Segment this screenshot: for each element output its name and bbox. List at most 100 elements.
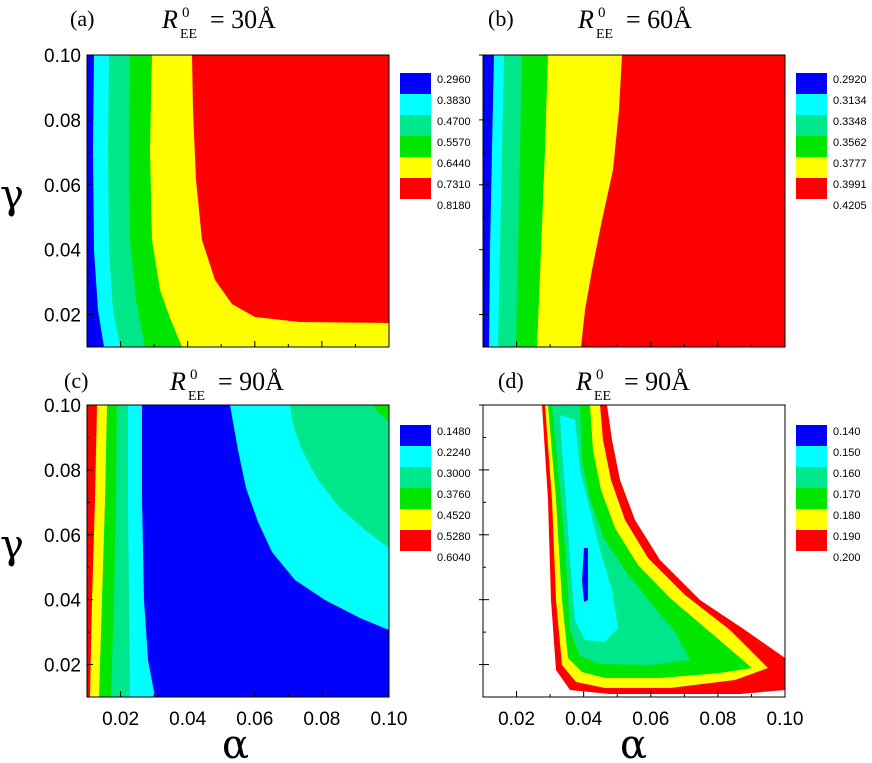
panel-b bbox=[482, 54, 786, 348]
panel-b-colorbar-label: 0.3991 bbox=[833, 179, 867, 191]
panel-d-xtick-label: 0.08 bbox=[699, 709, 736, 730]
panel-c-frame bbox=[86, 404, 390, 698]
panel-b-frame bbox=[482, 54, 786, 348]
panel-a-colorbar-label: 0.4700 bbox=[437, 116, 471, 128]
panel-b-colorbar-label: 0.2920 bbox=[833, 74, 867, 86]
panel-a-ytick-label: 0.10 bbox=[44, 46, 81, 67]
panel-c-xtick-label: 0.06 bbox=[236, 709, 273, 730]
panel-c-colorbar-label: 0.1480 bbox=[437, 426, 471, 438]
panel-c-colorbar-label: 0.6040 bbox=[437, 552, 471, 564]
panel-c-ytick-label: 0.08 bbox=[44, 461, 81, 482]
panel-c-title-sub: EE bbox=[188, 389, 205, 404]
panel-d-xtick-label: 0.04 bbox=[565, 709, 602, 730]
panel-d-colorbar-swatch bbox=[796, 446, 827, 467]
panel-a-title-var: R bbox=[161, 5, 178, 34]
panel-d-band-blue bbox=[582, 548, 588, 602]
panel-a-colorbar-label: 0.8180 bbox=[437, 200, 471, 212]
panel-c-band-red bbox=[87, 405, 97, 697]
panel-c-band-teal-right bbox=[290, 405, 389, 548]
panel-b-title-var: R bbox=[577, 5, 594, 34]
panel-d-colorbar-label: 0.180 bbox=[833, 510, 861, 522]
panel-c bbox=[86, 404, 390, 698]
panel-a-ylabel: γ bbox=[0, 172, 24, 218]
panel-d-title-sup: 0 bbox=[596, 367, 604, 383]
panel-c-colorbar-swatch bbox=[400, 446, 431, 467]
panel-c-ytick-label: 0.06 bbox=[44, 526, 81, 547]
panel-c-colorbar-swatch bbox=[400, 530, 431, 551]
panel-a-band-yellow bbox=[87, 55, 389, 347]
panel-b-title-value: = 60Å bbox=[626, 5, 692, 34]
panel-d-xlabel: α bbox=[620, 722, 647, 763]
panel-b-colorbar-label: 0.3134 bbox=[833, 95, 867, 107]
panel-a-colorbar-label: 0.7310 bbox=[437, 179, 471, 191]
panel-a-title: (a) R 0 EE = 30Å bbox=[70, 5, 276, 42]
panel-c-xlabel: α bbox=[222, 722, 249, 763]
panel-b-contours bbox=[483, 55, 785, 347]
panel-c-title-value: = 90Å bbox=[218, 367, 284, 396]
panel-d-frame bbox=[482, 404, 786, 698]
panel-a-contours bbox=[87, 55, 389, 347]
panel-a-colorbar-swatch bbox=[400, 136, 431, 157]
panel-d-colorbar-label: 0.200 bbox=[833, 552, 861, 564]
panel-b-band-blue bbox=[483, 55, 494, 347]
panel-d-letter: (d) bbox=[498, 368, 524, 393]
panel-a-colorbar-label: 0.2960 bbox=[437, 74, 471, 86]
panel-a-colorbar-swatch bbox=[400, 115, 431, 136]
panel-a-colorbar-swatch bbox=[400, 94, 431, 115]
panel-d-colorbar-label: 0.160 bbox=[833, 468, 861, 480]
panel-a-ytick-label: 0.02 bbox=[44, 306, 81, 327]
panel-b-colorbar-swatch bbox=[796, 73, 827, 94]
panel-c-colorbar-swatch bbox=[400, 509, 431, 530]
panel-c-ytick-label: 0.04 bbox=[44, 591, 81, 612]
panel-c-title-var: R bbox=[169, 367, 186, 396]
panel-d-band-cyan bbox=[560, 415, 618, 642]
panel-a-ytick-label: 0.08 bbox=[44, 111, 81, 132]
panel-d-title-var: R bbox=[575, 367, 592, 396]
panel-d-colorbar-swatch bbox=[796, 488, 827, 509]
panel-c-title: (c) R 0 EE = 90Å bbox=[64, 367, 284, 404]
panel-a-title-sub: EE bbox=[180, 27, 197, 42]
panel-d-colorbar-label: 0.150 bbox=[833, 447, 861, 459]
panel-d-colorbar-label: 0.170 bbox=[833, 489, 861, 501]
panel-c-xtick-label: 0.10 bbox=[371, 709, 408, 730]
panel-d-title-sub: EE bbox=[594, 389, 611, 404]
panel-a-colorbar-swatch bbox=[400, 157, 431, 178]
panel-b-letter: (b) bbox=[488, 6, 514, 31]
panel-b-colorbar-swatch bbox=[796, 157, 827, 178]
panel-b-colorbar-swatch bbox=[796, 94, 827, 115]
panel-c-ytick-label: 0.10 bbox=[44, 396, 81, 417]
panel-d-xtick-label: 0.02 bbox=[498, 709, 535, 730]
panel-d-colorbar-label: 0.190 bbox=[833, 531, 861, 543]
panel-c-title-sup: 0 bbox=[190, 367, 198, 383]
panel-c-colorbar-label: 0.5280 bbox=[437, 531, 471, 543]
colorbars: 0.2960 0.3830 0.4700 0.5570 0.6440 0.7310 0.81… bbox=[400, 73, 867, 564]
panel-c-colorbar-swatch bbox=[400, 425, 431, 446]
panel-d-xtick-label: 0.06 bbox=[632, 709, 669, 730]
panel-b-title: (b) R 0 EE = 60Å bbox=[488, 5, 692, 42]
panel-c-colorbar-label: 0.4520 bbox=[437, 510, 471, 522]
panel-d-colorbar-label: 0.140 bbox=[833, 426, 861, 438]
panel-d-title: (d) R 0 EE = 90Å bbox=[498, 367, 690, 404]
panel-c-colorbar-label: 0.3000 bbox=[437, 468, 471, 480]
panel-a-colorbar-label: 0.3830 bbox=[437, 95, 471, 107]
panel-c-colorbar-swatch bbox=[400, 467, 431, 488]
panel-d-title-value: = 90Å bbox=[624, 367, 690, 396]
panel-a-ytick-label: 0.06 bbox=[44, 176, 81, 197]
panel-b-colorbar-swatch bbox=[796, 115, 827, 136]
panel-b-colorbar-label: 0.4205 bbox=[833, 200, 867, 212]
axis-ticks: 0.10 0.08 0.06 0.04 0.02 0.10 0.08 0.06 0.04 0.02… bbox=[44, 46, 803, 730]
panel-d-contours bbox=[542, 405, 785, 694]
panel-c-xtick-label: 0.08 bbox=[303, 709, 340, 730]
panel-b-colorbar-swatch bbox=[796, 136, 827, 157]
panel-a bbox=[86, 54, 390, 348]
panel-d-colorbar-swatch bbox=[796, 467, 827, 488]
panel-c-ytick-label: 0.02 bbox=[44, 656, 81, 677]
panel-c-colorbar-label: 0.2240 bbox=[437, 447, 471, 459]
panel-b-title-sub: EE bbox=[596, 27, 613, 42]
panel-a-frame bbox=[86, 54, 390, 348]
panel-a-colorbar-swatch bbox=[400, 73, 431, 94]
panel-c-xtick-label: 0.02 bbox=[102, 709, 139, 730]
panel-d bbox=[482, 404, 786, 698]
panel-c-colorbar-label: 0.3760 bbox=[437, 489, 471, 501]
